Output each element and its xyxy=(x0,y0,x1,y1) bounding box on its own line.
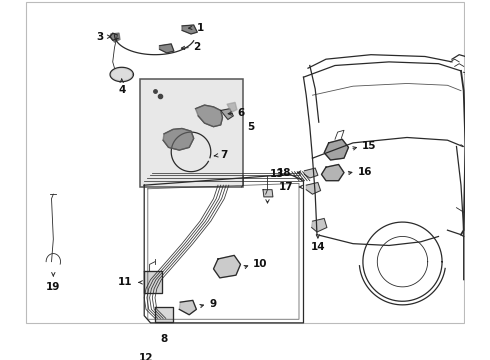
Text: 8: 8 xyxy=(160,334,168,344)
Polygon shape xyxy=(139,327,157,343)
Polygon shape xyxy=(263,190,273,197)
Polygon shape xyxy=(144,271,162,293)
Polygon shape xyxy=(220,109,233,120)
Text: 17: 17 xyxy=(279,182,294,192)
Polygon shape xyxy=(227,102,237,112)
Polygon shape xyxy=(324,139,348,160)
Text: 9: 9 xyxy=(209,299,216,309)
Text: 3: 3 xyxy=(97,32,104,42)
Text: 7: 7 xyxy=(220,150,227,161)
Polygon shape xyxy=(196,105,222,127)
Polygon shape xyxy=(111,68,132,81)
Text: 5: 5 xyxy=(247,122,254,132)
Text: 4: 4 xyxy=(118,85,125,95)
Polygon shape xyxy=(304,168,318,178)
Polygon shape xyxy=(163,129,194,150)
Polygon shape xyxy=(321,165,344,181)
Text: 11: 11 xyxy=(118,277,132,287)
Polygon shape xyxy=(179,300,196,315)
Polygon shape xyxy=(155,307,173,322)
Text: 10: 10 xyxy=(253,259,268,269)
Text: 13: 13 xyxy=(270,169,285,179)
Text: 15: 15 xyxy=(362,141,376,152)
Polygon shape xyxy=(182,25,197,34)
Text: 18: 18 xyxy=(277,167,292,177)
Text: 19: 19 xyxy=(46,282,60,292)
Text: 14: 14 xyxy=(311,242,325,252)
Polygon shape xyxy=(214,255,241,278)
Text: 12: 12 xyxy=(139,354,153,360)
Text: 6: 6 xyxy=(238,108,245,118)
Text: 16: 16 xyxy=(358,167,372,177)
Polygon shape xyxy=(110,33,120,42)
Text: 1: 1 xyxy=(196,23,204,33)
Polygon shape xyxy=(312,219,327,232)
FancyBboxPatch shape xyxy=(140,79,243,187)
Text: 2: 2 xyxy=(193,42,200,53)
Polygon shape xyxy=(160,44,174,53)
Polygon shape xyxy=(306,183,320,194)
